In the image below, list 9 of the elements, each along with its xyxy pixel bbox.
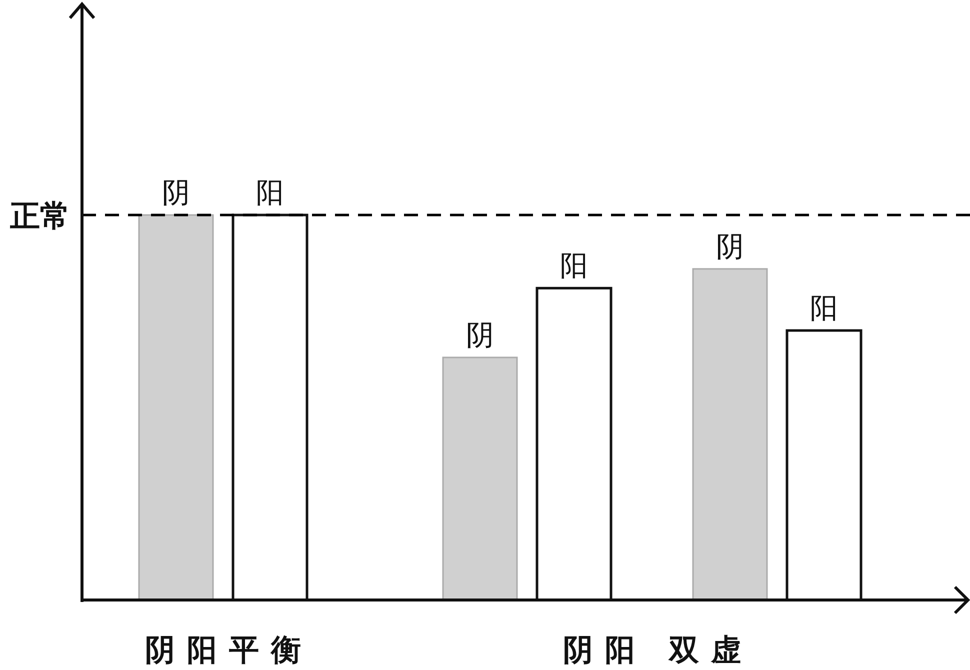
series-label: 阳 — [256, 176, 284, 209]
series-label: 阴 — [466, 318, 494, 352]
category-label: 阴阳平衡 — [145, 633, 313, 668]
series-label: 阳 — [560, 249, 588, 282]
category-label: 阴阳 双虚 — [562, 633, 754, 668]
series-label: 阴 — [716, 230, 744, 263]
series-label: 阳 — [810, 292, 838, 324]
ref-line-label: 正常 — [10, 199, 70, 234]
series-label: 阴 — [162, 176, 190, 209]
